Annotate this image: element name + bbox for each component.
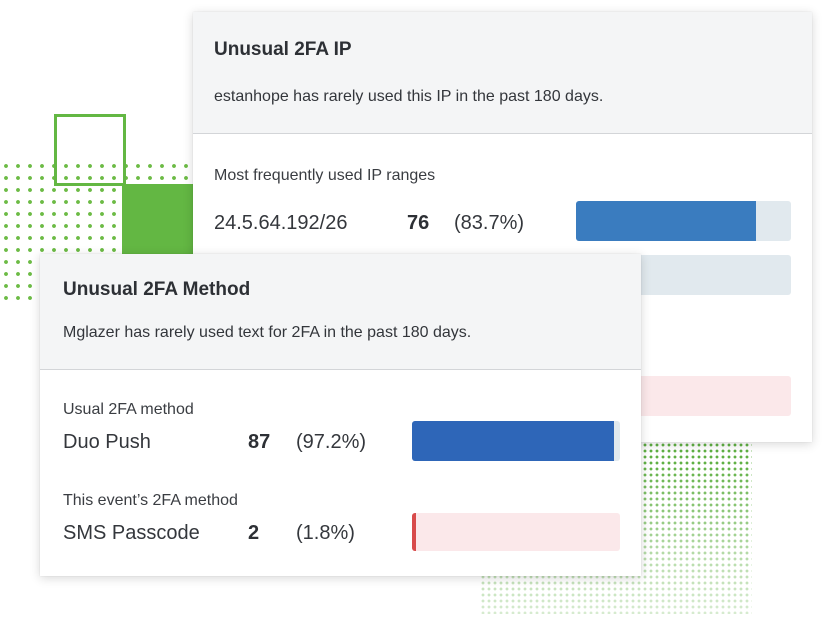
usual-method-bar-fill	[412, 421, 614, 461]
event-method-bar-fill	[412, 513, 416, 551]
ip-range-percent: (83.7%)	[454, 212, 525, 234]
unusual-2fa-ip-card: Unusual 2FA IP estanhope has rarely used…	[193, 12, 812, 442]
usual-method-count: 87	[248, 431, 271, 453]
unusual-2fa-method-card: Unusual 2FA Method Mglazer has rarely us…	[40, 254, 641, 576]
event-method-count: 2	[248, 522, 260, 544]
event-method-percent: (1.8%)	[296, 522, 355, 544]
ip-range-bar-fill	[576, 201, 756, 241]
usual-method-bar	[412, 421, 620, 461]
card-title: Unusual 2FA IP	[214, 39, 352, 60]
section-label: Most frequently used IP ranges	[214, 167, 436, 184]
usual-method-label: Usual 2FA method	[63, 401, 194, 418]
card-description: Mglazer has rarely used text for 2FA in …	[63, 324, 472, 341]
card-header	[40, 254, 641, 370]
card-title: Unusual 2FA Method	[63, 279, 251, 300]
ip-range-count: 76	[407, 212, 430, 234]
usual-method-percent: (97.2%)	[296, 431, 367, 453]
green-square-block	[122, 184, 194, 260]
event-method-label: This event’s 2FA method	[63, 492, 238, 509]
event-method-name: SMS Passcode	[63, 522, 200, 544]
usual-method-name: Duo Push	[63, 431, 151, 453]
card-header	[193, 12, 812, 134]
card-description: estanhope has rarely used this IP in the…	[214, 88, 604, 105]
ip-range-name: 24.5.64.192/26	[214, 212, 348, 234]
ip-range-bar	[576, 201, 791, 241]
green-square-outline	[54, 114, 126, 186]
event-method-bar	[412, 513, 620, 551]
